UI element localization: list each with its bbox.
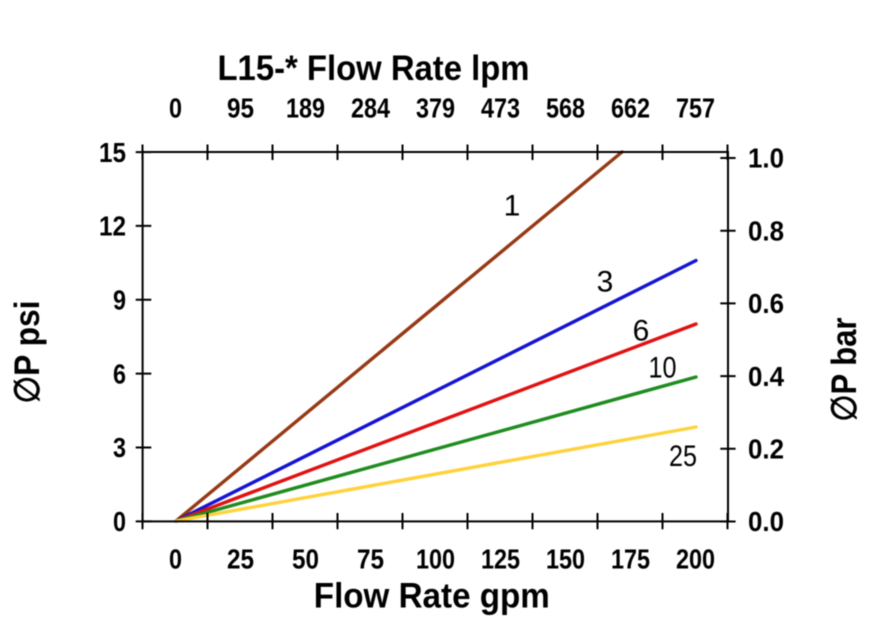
- svg-text:25: 25: [669, 440, 697, 473]
- svg-text:175: 175: [611, 544, 650, 575]
- svg-text:3: 3: [113, 432, 126, 463]
- svg-text:25: 25: [227, 544, 254, 575]
- svg-text:100: 100: [416, 544, 455, 575]
- svg-text:0: 0: [113, 506, 126, 537]
- svg-text:0.0: 0.0: [748, 506, 784, 537]
- svg-text:0.2: 0.2: [748, 434, 784, 465]
- svg-text:12: 12: [99, 211, 126, 242]
- svg-text:15: 15: [99, 137, 126, 168]
- svg-text:50: 50: [292, 544, 319, 575]
- svg-text:0: 0: [169, 92, 182, 123]
- svg-text:6: 6: [633, 314, 650, 347]
- svg-text:95: 95: [227, 92, 254, 123]
- svg-text:1: 1: [504, 189, 521, 222]
- svg-text:379: 379: [416, 92, 455, 123]
- svg-text:1.0: 1.0: [748, 143, 784, 174]
- svg-text:125: 125: [481, 544, 520, 575]
- svg-text:6: 6: [113, 358, 126, 389]
- svg-text:0.8: 0.8: [748, 215, 784, 246]
- svg-text:3: 3: [597, 266, 614, 299]
- svg-text:Flow Rate gpm: Flow Rate gpm: [314, 576, 550, 615]
- svg-text:662: 662: [611, 92, 650, 123]
- svg-text:189: 189: [286, 92, 325, 123]
- svg-text:568: 568: [546, 92, 585, 123]
- svg-text:L15-* Flow Rate lpm: L15-* Flow Rate lpm: [218, 49, 530, 88]
- svg-text:200: 200: [676, 544, 715, 575]
- svg-text:∅P psi: ∅P psi: [8, 301, 47, 404]
- svg-text:75: 75: [357, 544, 384, 575]
- svg-text:∅P bar: ∅P bar: [825, 317, 864, 421]
- svg-text:473: 473: [481, 92, 520, 123]
- svg-text:150: 150: [546, 544, 585, 575]
- svg-text:0.6: 0.6: [748, 288, 784, 319]
- svg-text:0.4: 0.4: [748, 361, 784, 392]
- svg-text:757: 757: [676, 92, 715, 123]
- svg-text:0: 0: [169, 544, 182, 575]
- svg-text:10: 10: [649, 351, 677, 384]
- svg-text:9: 9: [113, 285, 126, 316]
- svg-text:284: 284: [351, 92, 390, 123]
